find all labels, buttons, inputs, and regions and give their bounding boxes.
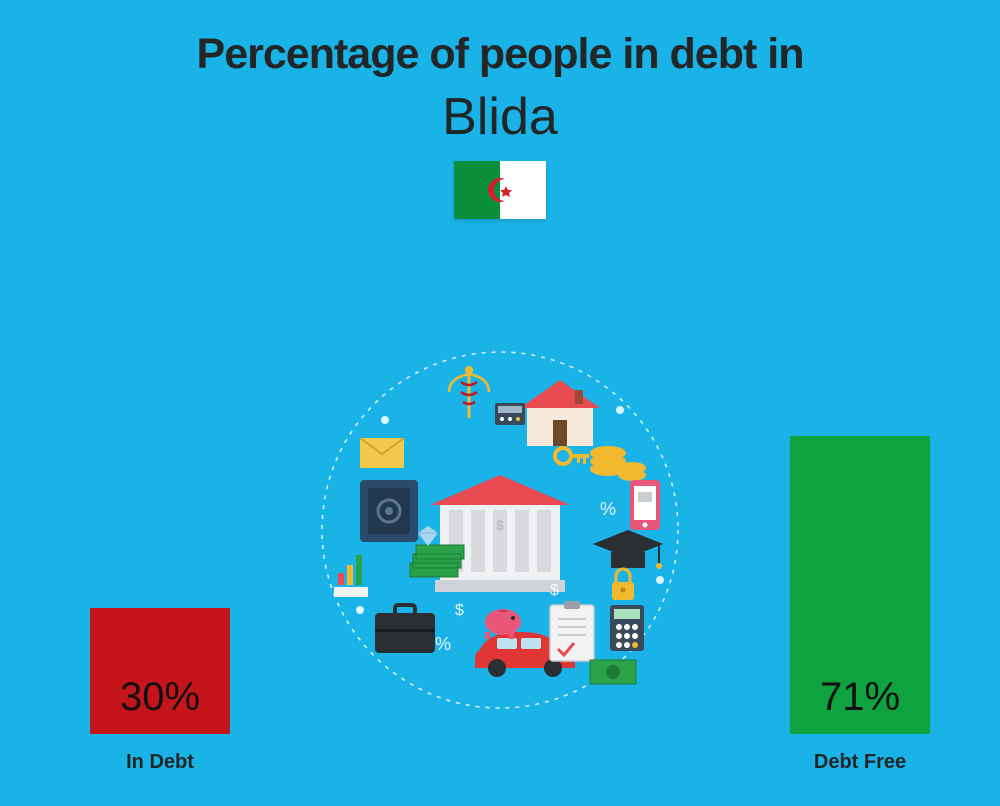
page-title: Percentage of people in debt in — [0, 30, 1000, 79]
bar-in-debt: 30% — [90, 608, 230, 734]
flag-emblem-icon — [483, 173, 517, 207]
bar-debt-free: 71% — [790, 436, 930, 734]
page-subtitle: Blida — [0, 87, 1000, 147]
bars-area: 30% In Debt 71% Debt Free — [0, 286, 1000, 806]
flag-icon — [454, 161, 546, 219]
bar-in-debt-value: 30% — [90, 675, 230, 720]
bar-debt-free-value: 71% — [790, 675, 930, 720]
bar-in-debt-label: In Debt — [90, 751, 230, 774]
bar-debt-free-label: Debt Free — [790, 751, 930, 774]
